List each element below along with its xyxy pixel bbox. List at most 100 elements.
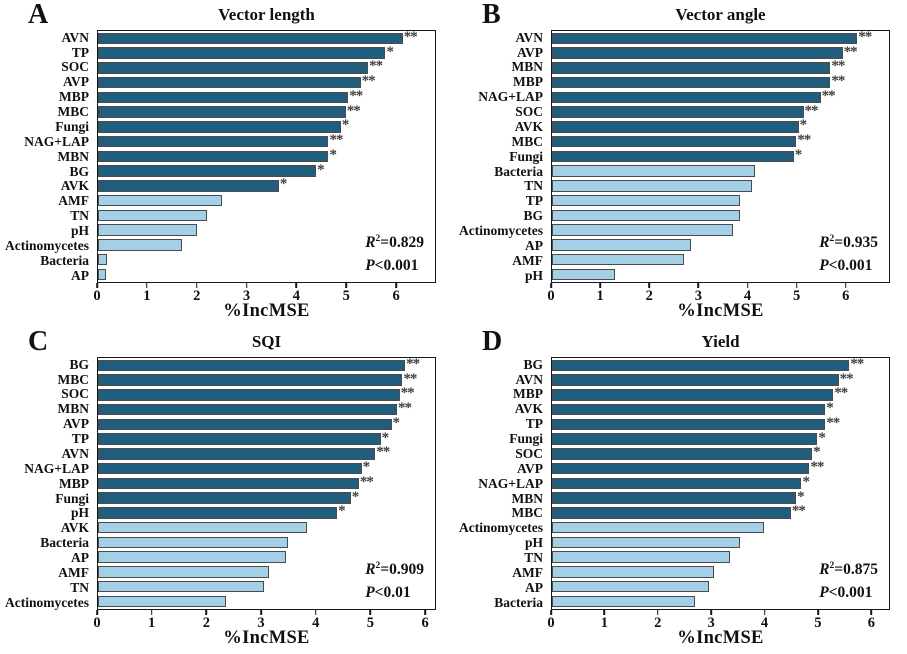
bar-nag-lap <box>552 477 802 490</box>
bar-row <box>552 253 889 266</box>
category-label-mbn: MBN <box>57 148 90 164</box>
category-label-mbn: MBN <box>511 59 544 75</box>
bar-soc <box>552 448 813 460</box>
bar-bg <box>98 165 317 177</box>
bar-row: ** <box>552 504 889 519</box>
x-axis-tick <box>395 283 397 288</box>
category-label-actinomycetes: Actinomycetes <box>459 520 543 536</box>
bar-row: ** <box>552 73 889 90</box>
significance-marker: * <box>317 161 324 178</box>
significance-marker: * <box>826 400 833 417</box>
significance-marker: ** <box>403 370 417 387</box>
x-axis-tick-label: 5 <box>342 288 350 304</box>
category-label-bacteria: Bacteria <box>494 163 543 179</box>
bar-ap <box>98 551 286 563</box>
panel-letter: A <box>28 0 49 30</box>
x-axis-tick <box>96 610 98 615</box>
bar-row <box>552 551 889 563</box>
bar-row <box>98 253 435 266</box>
x-axis-tick-label: 6 <box>867 615 875 631</box>
bars-container: ***************** <box>98 356 435 609</box>
bar-row: ** <box>552 44 889 59</box>
p-value: P<0.001 <box>819 583 873 601</box>
bar-row <box>98 551 435 563</box>
x-axis-tick <box>150 610 153 615</box>
r-squared-value: R2=0.935 <box>819 233 878 251</box>
bar-avk <box>98 180 279 192</box>
bar-avn <box>552 374 839 386</box>
bar-ap <box>552 580 709 593</box>
significance-marker: ** <box>831 73 845 90</box>
significance-marker: * <box>802 473 809 490</box>
significance-marker: * <box>386 43 393 60</box>
bar-row: ** <box>552 371 889 386</box>
bar-row: ** <box>552 59 889 74</box>
significance-marker: * <box>381 429 389 446</box>
category-label-tp: TP <box>71 431 89 447</box>
category-label-avp: AVP <box>516 460 543 476</box>
bar-mbn <box>98 403 397 416</box>
x-axis-tick-label: 0 <box>93 288 101 304</box>
category-label-fungi: Fungi <box>509 148 543 164</box>
category-label-tn: TN <box>524 178 543 194</box>
bar-row: ** <box>98 29 435 44</box>
panel-title: Yield <box>701 332 740 351</box>
significance-marker: * <box>797 488 804 505</box>
category-label-ap: AP <box>71 550 89 566</box>
significance-marker: * <box>813 444 820 461</box>
bar-bacteria <box>552 165 755 177</box>
category-label-bacteria: Bacteria <box>40 252 89 268</box>
significance-marker: ** <box>826 414 840 431</box>
bar-row: ** <box>98 401 435 416</box>
category-label-avn: AVN <box>515 29 543 45</box>
plot-area: ** * ** ** ** ** * ** * * * R2=0.829 P<0.001 <box>97 29 436 283</box>
significance-marker: ** <box>834 385 848 402</box>
category-label-soc: SOC <box>61 59 89 75</box>
x-axis-tick-label: 1 <box>600 615 608 631</box>
bar-row <box>98 194 435 207</box>
bar-amf <box>98 566 270 578</box>
bar-tp <box>98 47 386 59</box>
x-axis-tick <box>710 610 712 615</box>
panel-title: Vector angle <box>675 5 766 24</box>
x-axis-tick-label: 6 <box>421 615 429 631</box>
bar-row <box>552 194 889 207</box>
model-stats: R2=0.935 P<0.001 <box>819 231 878 278</box>
x-axis-tick-label: 3 <box>707 615 715 631</box>
bar-row: * <box>98 147 435 162</box>
bar-row: * <box>98 429 435 446</box>
x-axis-tick <box>550 283 552 288</box>
bar-nag-lap <box>98 135 329 148</box>
bar-row: * <box>552 473 889 490</box>
significance-marker: ** <box>329 132 343 149</box>
bar-amf <box>552 566 714 578</box>
p-value: P<0.001 <box>365 256 419 274</box>
category-label-nag-lap: NAG+LAP <box>478 89 543 105</box>
category-label-fungi: Fungi <box>55 490 89 506</box>
category-label-nag-lap: NAG+LAP <box>24 133 89 149</box>
x-axis-tick-label: 2 <box>202 615 210 631</box>
bar-bg <box>552 359 850 372</box>
category-label-amf: AMF <box>512 564 543 580</box>
panel-yield: D Yield BG AVN MBP AVK TP Fungi SOC AVP NAG+LAP M… <box>454 326 907 654</box>
significance-marker: ** <box>858 28 872 45</box>
bar-amf <box>552 253 684 266</box>
category-label-amf: AMF <box>58 564 89 580</box>
panel-vector-angle: B Vector angle AVN AVP MBN MBP NAG+LAP SOC AVK… <box>454 0 907 327</box>
category-label-bacteria: Bacteria <box>494 594 543 610</box>
bar-tp <box>98 433 381 445</box>
bar-row: * <box>98 177 435 192</box>
x-axis-tick <box>314 610 317 615</box>
category-label-avk: AVK <box>60 178 89 194</box>
bar-row <box>98 566 435 578</box>
panel-letter: D <box>482 326 503 357</box>
model-stats: R2=0.829 P<0.001 <box>365 231 424 278</box>
bar-mbc <box>552 507 791 519</box>
bar-ph <box>552 268 616 281</box>
bar-bg <box>552 209 741 222</box>
category-label-ap: AP <box>525 237 543 253</box>
bar-row: ** <box>98 370 435 387</box>
bar-row: * <box>98 504 435 519</box>
panel-letter: C <box>28 326 49 357</box>
